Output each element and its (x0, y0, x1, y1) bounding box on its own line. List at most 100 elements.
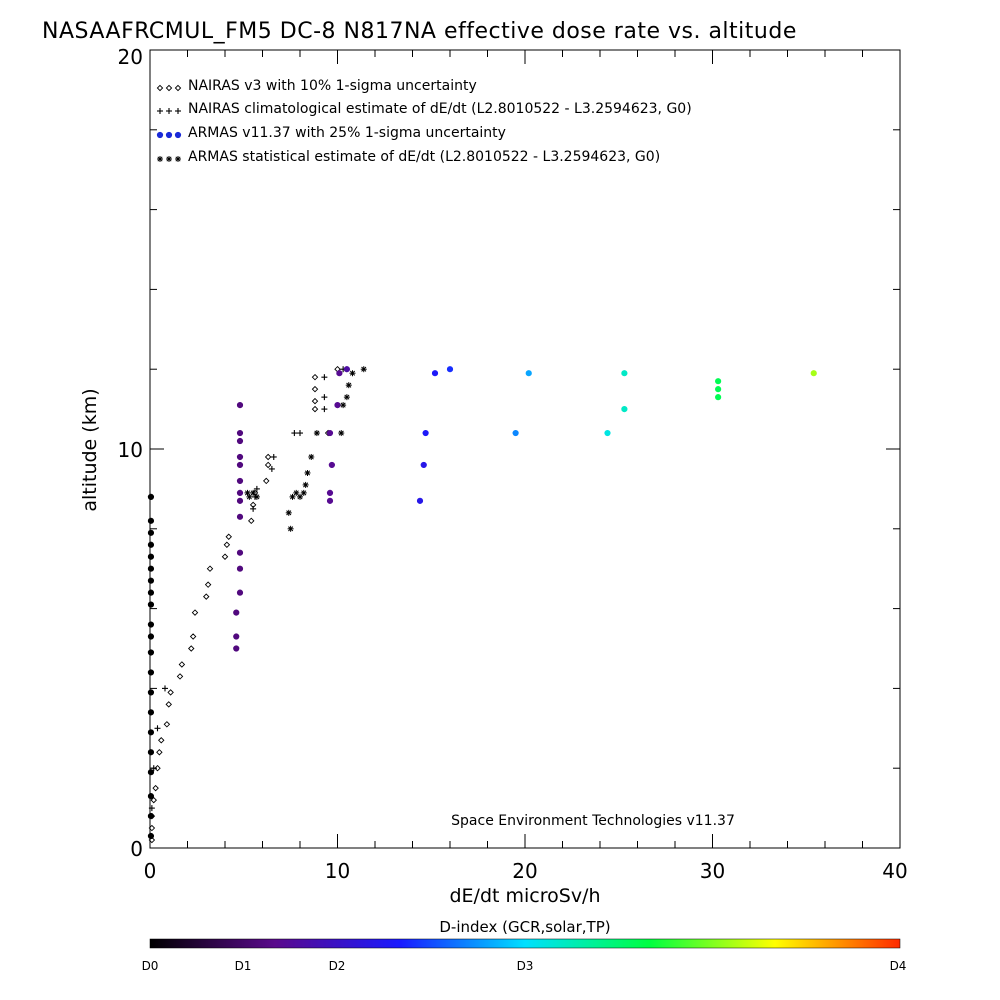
data-point (236, 589, 244, 596)
data-point (189, 633, 197, 640)
data-point (163, 721, 171, 728)
x-tick-label-0: 0 (144, 859, 157, 883)
data-point (147, 812, 155, 820)
legend-marker (165, 131, 173, 139)
data-point (446, 366, 454, 373)
data-point (203, 593, 210, 600)
data-point (343, 394, 350, 401)
data-point (250, 505, 257, 512)
colorbar-title: D-index (GCR,solar,TP) (439, 918, 610, 936)
data-point (148, 805, 155, 812)
data-point (221, 553, 229, 560)
data-point (326, 429, 334, 437)
series-0 (148, 365, 351, 844)
legend-marker (174, 84, 182, 92)
data-point (268, 465, 275, 472)
x-tick-label-20: 20 (512, 859, 537, 883)
data-point (147, 729, 155, 736)
data-point (236, 497, 244, 504)
data-point (604, 429, 611, 437)
data-point (147, 529, 155, 536)
data-point (810, 370, 817, 377)
data-point (156, 749, 163, 756)
data-point (147, 493, 155, 500)
data-point (253, 493, 260, 500)
data-point (148, 836, 156, 844)
data-point (321, 374, 328, 381)
data-point (162, 685, 168, 692)
data-point (206, 565, 214, 572)
data-point (300, 489, 307, 496)
data-point (297, 430, 303, 437)
data-point (321, 394, 328, 401)
data-point (236, 549, 244, 556)
data-point (326, 497, 334, 504)
data-point (147, 669, 155, 676)
legend-marker-armas-stat (157, 156, 181, 162)
data-point (154, 725, 161, 732)
data-point (236, 402, 244, 409)
data-points (147, 365, 817, 844)
legend-label-nairas-clim: NAIRAS climatological estimate of dE/dt … (188, 101, 692, 117)
data-point (147, 832, 155, 840)
data-point (225, 533, 232, 541)
legend: NAIRAS v3 with 10% 1-sigma uncertainty N… (156, 78, 692, 165)
data-point (311, 397, 319, 405)
data-point (236, 513, 244, 520)
legend-marker (156, 131, 164, 139)
data-point (233, 609, 240, 616)
data-point (147, 709, 155, 716)
axis-ticks (149, 49, 901, 849)
colorbar-label-d1: D1 (235, 959, 252, 973)
data-point (150, 796, 157, 804)
legend-marker-nairas-clim (157, 108, 181, 114)
legend-marker (166, 156, 172, 162)
data-point (431, 370, 439, 377)
legend-marker (166, 108, 172, 114)
data-point (233, 633, 240, 640)
x-tick-label-40: 40 (882, 859, 907, 883)
data-point (147, 565, 155, 572)
data-point (313, 430, 320, 437)
legend-label-armas-stat: ARMAS statistical estimate of dE/dt (L2.… (188, 149, 660, 165)
data-point (287, 525, 294, 532)
data-point (328, 461, 335, 469)
data-point (236, 489, 244, 496)
data-point (338, 430, 345, 437)
plot-frame (149, 49, 901, 849)
data-point (150, 765, 157, 772)
data-point (147, 689, 155, 696)
data-point (236, 565, 244, 572)
data-point (621, 370, 628, 377)
data-point (250, 489, 257, 496)
data-point (147, 793, 155, 800)
legend-marker (175, 156, 181, 162)
data-point (263, 477, 270, 485)
y-axis-title: altitude (km) (79, 388, 101, 511)
legend-marker (157, 108, 163, 114)
y-tick-label-10: 10 (118, 438, 143, 462)
data-point (304, 469, 311, 476)
data-point (264, 453, 272, 461)
data-point (147, 633, 155, 640)
data-point (147, 589, 155, 596)
data-point (147, 541, 155, 548)
legend-label-nairas: NAIRAS v3 with 10% 1-sigma uncertainty (188, 78, 477, 94)
data-point (236, 429, 244, 437)
data-point (715, 386, 722, 393)
legend-marker (157, 156, 163, 162)
data-point (147, 749, 155, 756)
data-point (236, 477, 244, 485)
data-point (321, 406, 328, 413)
x-tick-label-10: 10 (325, 859, 350, 883)
data-point (311, 373, 319, 381)
data-point (147, 553, 155, 560)
x-tick-label-30: 30 (700, 859, 725, 883)
y-tick-label-20: 20 (118, 45, 143, 69)
data-point (204, 581, 212, 588)
data-point (236, 461, 244, 469)
data-point (416, 497, 424, 504)
data-point (340, 402, 347, 409)
data-point (264, 461, 272, 469)
